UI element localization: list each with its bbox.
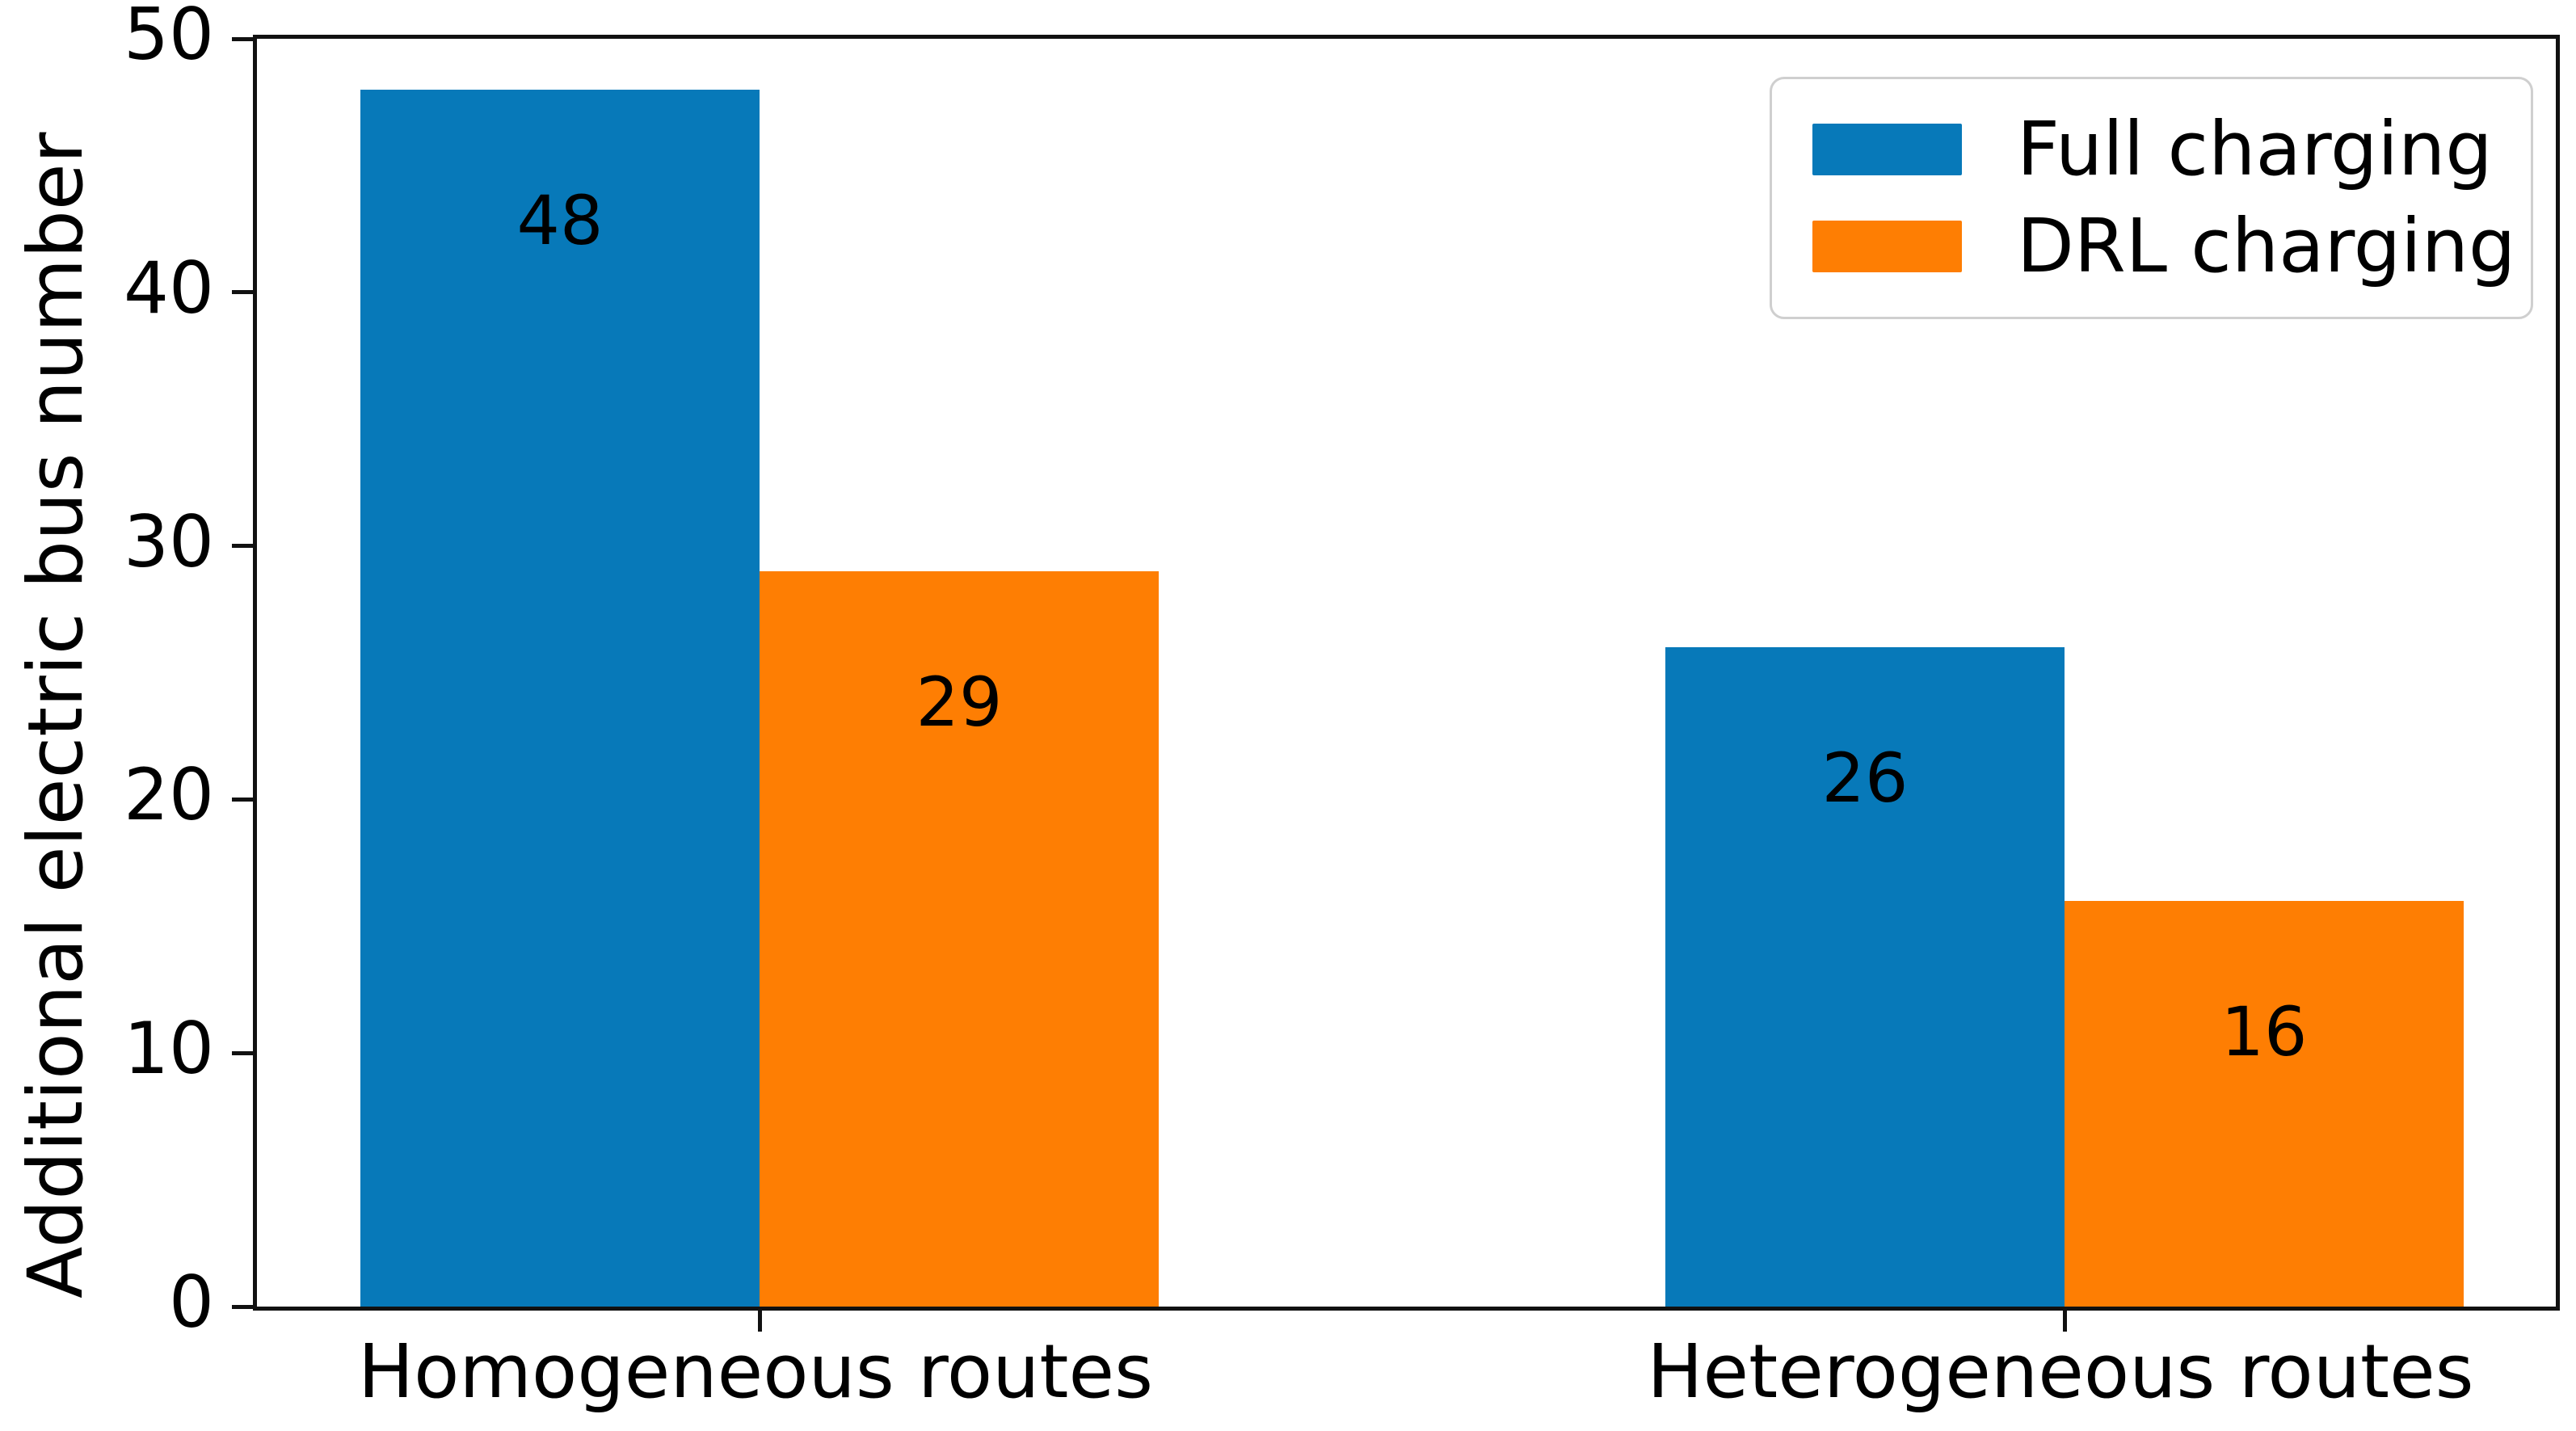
y-axis-label: Additional electric bus number (12, 132, 100, 1299)
y-tick-mark (232, 36, 253, 41)
y-tick-mark (232, 1304, 253, 1309)
bar-value-label: 16 (2220, 992, 2308, 1071)
y-tick-label: 40 (124, 246, 214, 330)
bar-value-label: 26 (1821, 739, 1909, 818)
y-tick-label: 0 (169, 1261, 214, 1344)
legend: Full charging DRL charging (1770, 77, 2533, 319)
y-tick-label: 30 (124, 499, 214, 583)
bar-value-label: 29 (915, 663, 1003, 742)
y-tick-mark (232, 290, 253, 295)
y-tick-mark (232, 544, 253, 549)
bar-value-label: 48 (516, 181, 604, 260)
bar-full-charging-group2: 26 (1665, 647, 2065, 1307)
legend-label-drl-charging: DRL charging (2017, 203, 2516, 290)
y-tick-mark (232, 797, 253, 802)
x-tick-label-group1: Homogeneous routes (357, 1328, 1154, 1415)
y-tick-label: 20 (124, 753, 214, 837)
legend-item-full-charging: Full charging (1812, 112, 2531, 187)
y-tick-mark (232, 1050, 253, 1055)
legend-swatch-full-charging (1812, 123, 1962, 175)
x-tick-mark (2062, 1311, 2067, 1332)
y-tick-label: 10 (124, 1007, 214, 1091)
plot-area: 48 29 26 16 Full charging DRL charging (232, 35, 2560, 1332)
x-tick-label-group2: Heterogeneous routes (1647, 1328, 2474, 1415)
legend-item-drl-charging: DRL charging (1812, 209, 2531, 284)
bar-full-charging-group1: 48 (360, 90, 760, 1307)
x-tick-mark (757, 1311, 762, 1332)
bar-drl-charging-group1: 29 (760, 571, 1159, 1307)
legend-label-full-charging: Full charging (2017, 105, 2493, 192)
y-tick-label: 50 (124, 0, 214, 76)
legend-swatch-drl-charging (1812, 221, 1962, 273)
bar-drl-charging-group2: 16 (2065, 901, 2464, 1307)
